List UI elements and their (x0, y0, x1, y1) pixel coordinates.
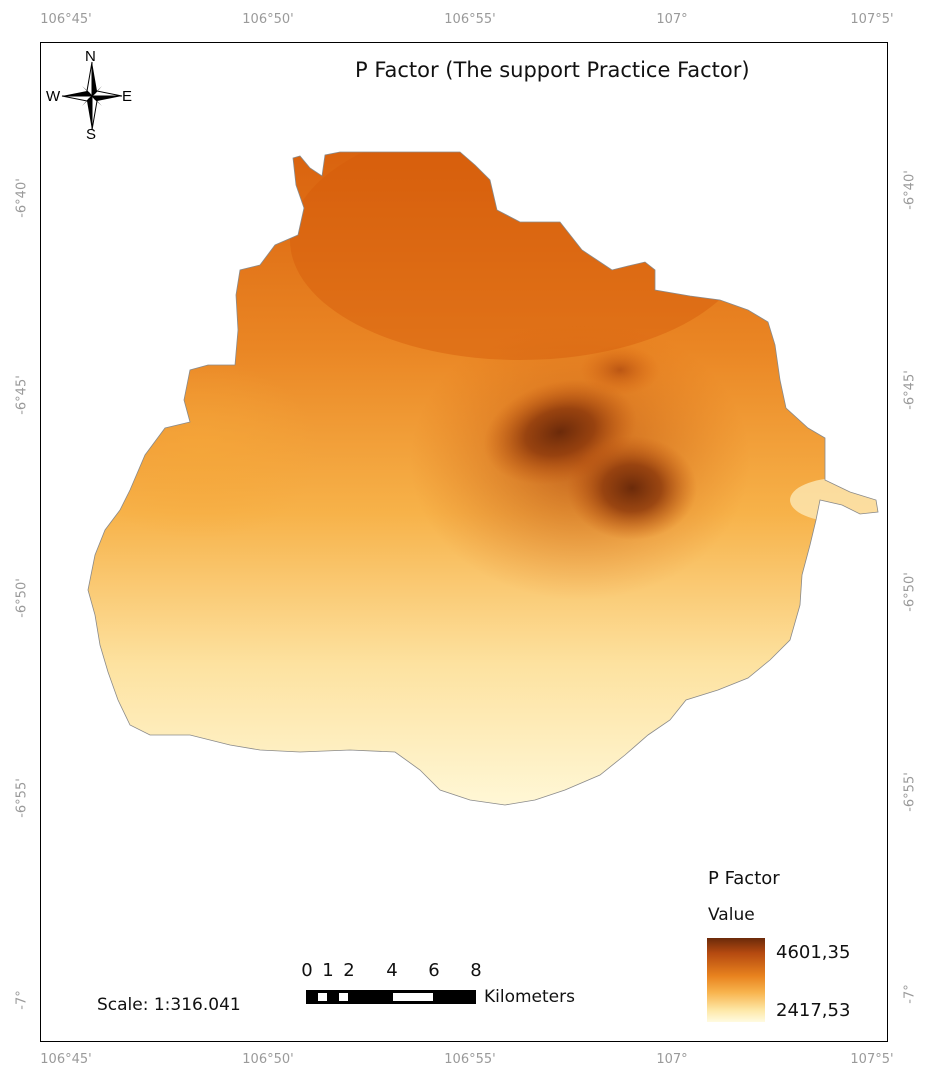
scale-ratio: Scale: 1:316.041 (97, 995, 241, 1015)
compass-n: N (85, 48, 96, 65)
bottom-tick-3: 106°55' (444, 1052, 496, 1067)
scale-label-4: 4 (386, 960, 398, 981)
scale-label-8: 8 (470, 960, 482, 981)
bottom-tick-4: 107° (656, 1052, 688, 1067)
top-tick-3: 106°55' (444, 12, 496, 27)
legend-max-value: 4601,35 (776, 942, 851, 963)
scale-label-0: 0 (301, 960, 313, 981)
map-title: P Factor (The support Practice Factor) (355, 58, 750, 82)
scale-label-1: 1 (322, 960, 334, 981)
scale-unit: Kilometers (484, 987, 575, 1007)
top-tick-4: 107° (656, 12, 688, 27)
legend-title: P Factor (708, 868, 780, 889)
bottom-tick-2: 106°50' (242, 1052, 294, 1067)
compass-s: S (86, 126, 97, 143)
compass-w: W (46, 88, 61, 105)
legend-subtitle: Value (708, 905, 755, 925)
scale-bar (306, 990, 476, 1004)
legend-min-value: 2417,53 (776, 1000, 851, 1021)
scale-label-2: 2 (343, 960, 355, 981)
map-frame (40, 42, 888, 1042)
scale-label-6: 6 (428, 960, 440, 981)
bottom-tick-1: 106°45' (40, 1052, 92, 1067)
north-arrow-icon (61, 61, 123, 131)
top-tick-1: 106°45' (40, 12, 92, 27)
top-tick-2: 106°50' (242, 12, 294, 27)
legend-color-ramp (707, 938, 765, 1022)
bottom-tick-5: 107°5' (850, 1052, 894, 1067)
compass-e: E (122, 88, 133, 105)
top-tick-5: 107°5' (850, 12, 894, 27)
